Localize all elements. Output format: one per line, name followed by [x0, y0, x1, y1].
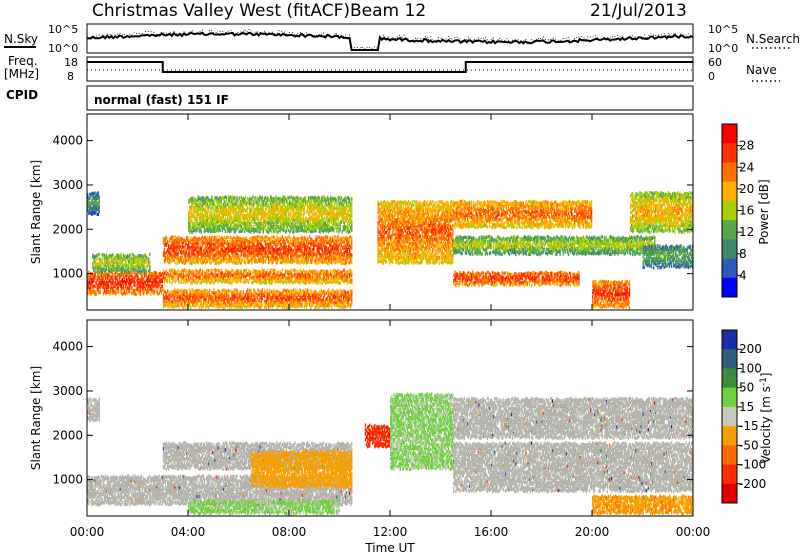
heatmap-cell	[117, 278, 118, 281]
heatmap-cell	[100, 291, 101, 294]
noise-tick-right-top: 10^5	[708, 23, 738, 36]
heatmap-cell	[162, 284, 163, 287]
freq-tick-top: 18	[64, 56, 78, 69]
heatmap-cell	[99, 199, 100, 202]
heatmap-cell	[102, 257, 103, 260]
heatmap-cell	[98, 191, 99, 194]
heatmap-cell	[134, 284, 135, 287]
heatmap-cell	[156, 289, 157, 292]
cpid-label: CPID	[6, 88, 38, 102]
heatmap-cell	[150, 292, 151, 295]
heatmap-cell	[172, 236, 173, 239]
plot-canvas: Christmas Valley West (fitACF) Beam 12 2…	[0, 0, 800, 554]
heatmap-cell	[135, 293, 136, 296]
nave-tick-top: 60	[708, 56, 722, 69]
heatmap-cell	[144, 265, 145, 268]
heatmap-cell	[99, 204, 100, 207]
noise-tick-left-bottom: 10^0	[48, 42, 78, 55]
heatmap-cell	[94, 259, 95, 262]
heatmap-cell	[178, 251, 179, 254]
heatmap-cell	[134, 281, 135, 284]
heatmap-cell	[100, 288, 101, 291]
radar-plot: Christmas Valley West (fitACF) Beam 12 2…	[0, 0, 800, 554]
heatmap-cell	[94, 285, 95, 288]
heatmap-cell	[130, 253, 131, 256]
freq-tick-bottom: 8	[67, 70, 74, 83]
heatmap-cell	[178, 255, 179, 258]
noise-tick-right-bottom: 10^0	[708, 42, 738, 55]
heatmap-cell	[173, 258, 174, 261]
beam-label: Beam 12	[350, 1, 426, 21]
heatmap-cell	[98, 213, 99, 216]
freq-label: Freq.	[8, 54, 38, 68]
heatmap-cell	[118, 286, 119, 289]
heatmap-cell	[99, 196, 100, 199]
heatmap-cell	[149, 253, 150, 256]
heatmap-cell	[121, 253, 122, 256]
heatmap-cell	[154, 290, 155, 293]
heatmap-cell	[112, 279, 113, 282]
heatmap-cell	[182, 255, 183, 258]
station-title: Christmas Valley West (fitACF)	[92, 1, 350, 21]
heatmap-cell	[139, 262, 140, 265]
heatmap-cell	[123, 267, 124, 270]
freq-panel	[87, 57, 693, 81]
heatmap-cell	[94, 271, 95, 274]
heatmap-cell	[106, 254, 107, 257]
freq-trace	[87, 62, 693, 72]
date-label: 21/Jul/2013	[590, 1, 687, 21]
heatmap-cell	[164, 248, 165, 251]
heatmap-cell	[148, 257, 149, 260]
heatmap-cell	[143, 277, 144, 280]
cpid-value: normal (fast) 151 IF	[94, 93, 229, 107]
heatmap-cell	[146, 270, 147, 273]
heatmap-cell	[149, 261, 150, 264]
heatmap-cell	[167, 240, 168, 243]
heatmap-cell	[98, 253, 99, 256]
nsearch-label: N.Search	[746, 32, 800, 46]
heatmap-cell	[140, 293, 141, 296]
heatmap-cell	[101, 264, 102, 267]
nsky-trace	[87, 33, 693, 50]
nave-label: Nave	[746, 63, 777, 77]
heatmap-cell	[94, 274, 95, 277]
power-heatmap	[87, 191, 693, 310]
freq-unit: [MHz]	[4, 67, 39, 81]
heatmap-cell	[112, 273, 113, 276]
noise-tick-left-top: 10^5	[48, 23, 78, 36]
nsky-label: N.Sky	[4, 32, 38, 46]
heatmap-cell	[199, 242, 200, 245]
heatmap-cell	[193, 256, 194, 259]
heatmap-cell	[138, 275, 139, 278]
heatmap-cell	[95, 293, 96, 296]
heatmap-cell	[99, 210, 100, 213]
heatmap-cell	[174, 261, 175, 264]
nave-tick-bottom: 0	[708, 70, 715, 83]
heatmap-cell	[166, 236, 167, 239]
heatmap-cell	[198, 261, 199, 264]
heatmap-cell	[149, 265, 150, 268]
heatmap-cell	[108, 284, 109, 287]
